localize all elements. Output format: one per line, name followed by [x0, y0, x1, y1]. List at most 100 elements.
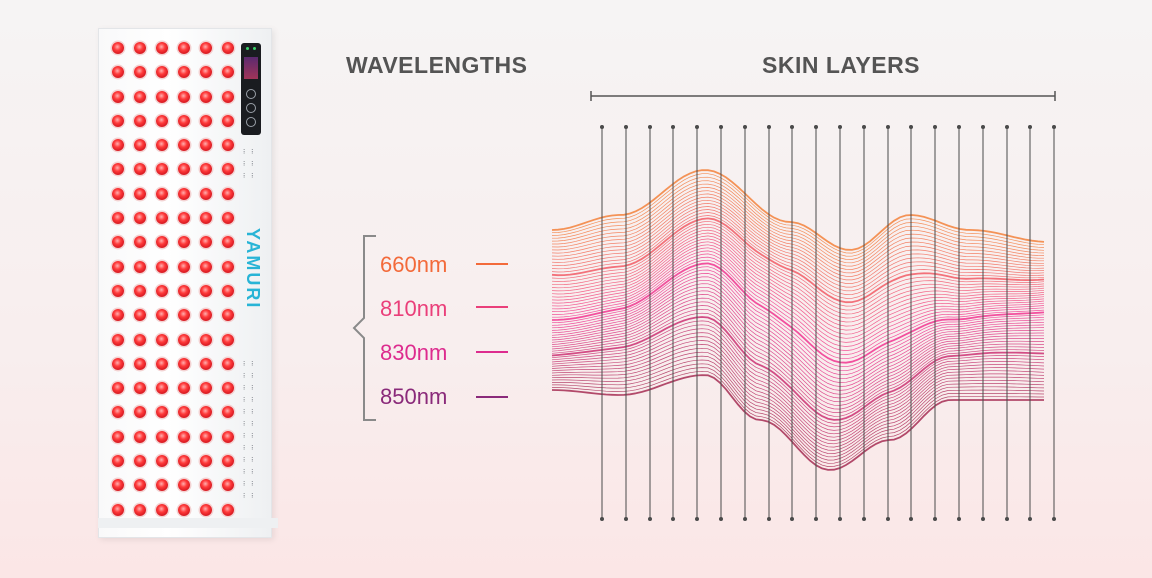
skin-layers-heading: SKIN LAYERS	[762, 52, 921, 78]
skin-layer-endpoint	[790, 517, 794, 521]
wavelength-830-label: 830nm	[380, 340, 448, 365]
led-icon	[200, 357, 212, 370]
wave-line	[551, 286, 1045, 391]
led-icon	[112, 455, 124, 468]
wave-line	[551, 262, 1045, 364]
wave-line	[551, 273, 1045, 376]
wavelength-waves	[551, 169, 1045, 471]
skin-layer-endpoint	[1052, 517, 1056, 521]
skin-layer-endpoint	[743, 125, 747, 129]
led-icon	[178, 333, 190, 346]
led-icon	[112, 430, 124, 443]
wave-line	[551, 340, 1045, 441]
led-icon	[178, 309, 190, 322]
skin-layer-endpoint	[1028, 517, 1032, 521]
led-icon	[222, 382, 234, 395]
skin-layer-endpoint	[981, 125, 985, 129]
skin-layer-endpoint	[862, 125, 866, 129]
led-icon	[112, 503, 124, 516]
led-icon	[222, 430, 234, 443]
skin-layer-endpoint	[838, 517, 842, 521]
led-icon	[134, 139, 146, 152]
wave-line	[551, 223, 1045, 311]
led-icon	[134, 430, 146, 443]
wave-line	[551, 232, 1045, 323]
led-icon	[222, 114, 234, 127]
wave-line	[552, 363, 1045, 461]
wave-line	[551, 359, 1045, 458]
skin-layer-endpoint	[1052, 125, 1056, 129]
led-icon	[112, 479, 124, 492]
led-icon	[222, 187, 234, 200]
wavelength-850-label: 850nm	[380, 384, 448, 409]
wave-line	[551, 217, 1045, 304]
led-icon	[200, 455, 212, 468]
mode-button-icon	[246, 103, 256, 113]
led-icon	[112, 357, 124, 370]
led-icon	[178, 163, 190, 176]
led-icon	[112, 90, 124, 103]
wave-line	[551, 266, 1045, 368]
skin-layer-endpoint	[909, 125, 913, 129]
led-icon	[178, 139, 190, 152]
wave-line	[551, 290, 1044, 395]
led-icon	[178, 382, 190, 395]
skin-layer-endpoint	[838, 125, 842, 129]
skin-layer-endpoint	[1005, 125, 1009, 129]
led-icon	[178, 357, 190, 370]
skin-layer-endpoint	[600, 517, 604, 521]
led-icon	[178, 42, 190, 54]
led-icon	[178, 187, 190, 200]
skin-layer-endpoint	[767, 517, 771, 521]
led-icon	[200, 382, 212, 395]
led-icon	[112, 284, 124, 297]
wavelength-660-label: 660nm	[380, 252, 448, 277]
wave-line	[551, 183, 1045, 264]
wave-line	[551, 297, 1044, 403]
wave-line	[552, 259, 1045, 360]
power-button-icon	[246, 89, 256, 99]
wave-line	[551, 193, 1044, 274]
vent-icon: ⁝ ⁝ ⁝ ⁝ ⁝ ⁝	[243, 149, 256, 180]
led-icon	[134, 90, 146, 103]
led-icon	[178, 260, 190, 273]
led-icon	[134, 382, 146, 395]
wave-line	[551, 244, 1045, 339]
wave-line	[551, 196, 1044, 277]
led-icon	[178, 90, 190, 103]
led-icon	[112, 66, 124, 79]
led-grid	[107, 37, 239, 523]
skin-layer-endpoint	[1028, 125, 1032, 129]
led-icon	[222, 357, 234, 370]
led-icon	[156, 503, 168, 516]
led-icon	[156, 66, 168, 79]
led-icon	[156, 260, 168, 273]
led-icon	[112, 260, 124, 273]
wave-line	[551, 332, 1045, 435]
skin-layer-endpoint	[886, 125, 890, 129]
wave-line	[551, 229, 1045, 319]
wave-line	[551, 312, 1045, 417]
led-icon	[156, 139, 168, 152]
skin-layer-endpoint	[933, 517, 937, 521]
skin-layer-endpoint	[719, 517, 723, 521]
wave-line	[551, 206, 1045, 288]
led-icon	[156, 333, 168, 346]
led-icon	[134, 406, 146, 419]
led-icon	[134, 333, 146, 346]
status-led-icon	[246, 47, 249, 50]
led-icon	[134, 187, 146, 200]
led-icon	[222, 212, 234, 225]
light-therapy-panel: ⁝ ⁝ ⁝ ⁝ ⁝ ⁝ YAMURI ⁝ ⁝ ⁝ ⁝ ⁝ ⁝ ⁝ ⁝ ⁝ ⁝ ⁝ ⁝ ⁝ ⁝ ⁝ …	[98, 28, 272, 538]
led-icon	[178, 503, 190, 516]
led-icon	[200, 503, 212, 516]
led-icon	[112, 382, 124, 395]
skin-layer-endpoint	[1005, 517, 1009, 521]
led-icon	[200, 333, 212, 346]
led-icon	[200, 66, 212, 79]
skin-layer-endpoint	[743, 517, 747, 521]
wave-line	[551, 190, 1044, 270]
led-icon	[156, 212, 168, 225]
led-icon	[112, 212, 124, 225]
wave-line	[551, 241, 1045, 335]
